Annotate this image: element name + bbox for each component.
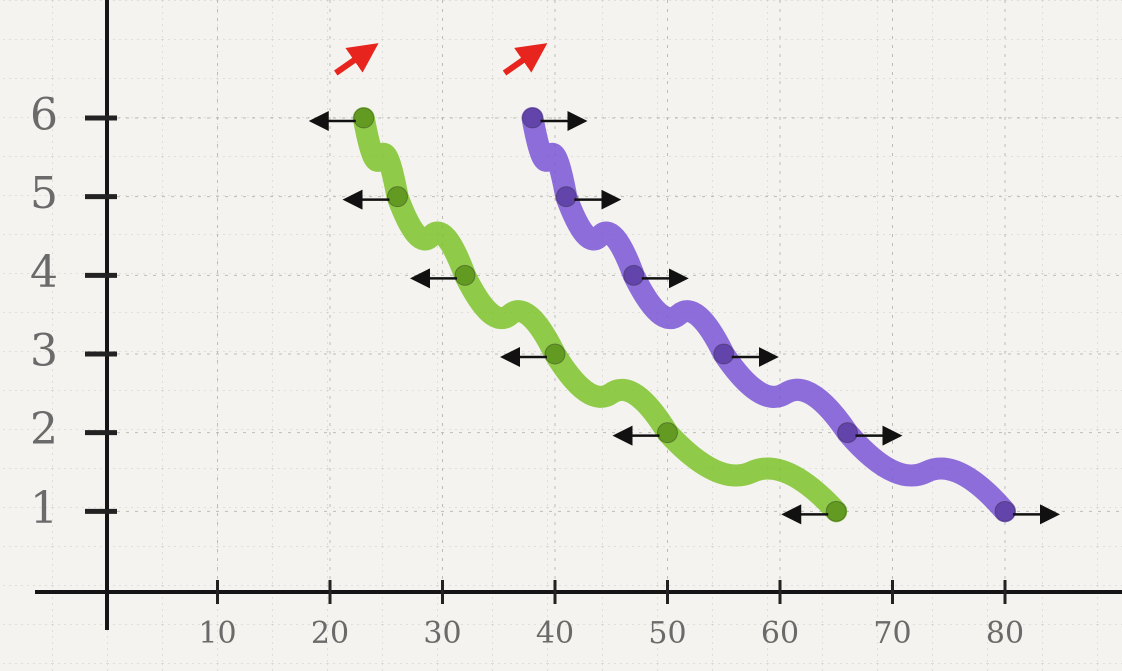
point bbox=[544, 343, 566, 365]
y-tick-label: 1 bbox=[30, 483, 58, 534]
point bbox=[713, 343, 735, 365]
x-tick-label: 30 bbox=[423, 616, 461, 651]
x-tick-label: 10 bbox=[198, 616, 236, 651]
point bbox=[353, 107, 375, 129]
point bbox=[837, 422, 858, 444]
x-tick-label: 40 bbox=[536, 616, 574, 651]
y-tick-label: 3 bbox=[30, 326, 58, 377]
y-tick-label: 4 bbox=[30, 247, 58, 298]
point bbox=[825, 500, 847, 522]
x-tick-label: 60 bbox=[761, 616, 799, 651]
red-arrow bbox=[502, 43, 548, 76]
x-tick-label: 80 bbox=[986, 616, 1024, 651]
point bbox=[994, 500, 1016, 522]
y-tick-label: 2 bbox=[30, 404, 58, 455]
x-tick-label: 20 bbox=[311, 616, 349, 651]
point bbox=[623, 264, 645, 286]
y-tick-label: 6 bbox=[30, 90, 58, 141]
x-tick-label: 70 bbox=[873, 616, 911, 651]
point bbox=[387, 186, 408, 208]
red-arrow bbox=[334, 43, 379, 76]
point bbox=[454, 264, 476, 286]
point bbox=[522, 107, 543, 129]
x-tick-label: 50 bbox=[648, 616, 686, 651]
point bbox=[657, 422, 678, 444]
point bbox=[555, 186, 577, 208]
y-tick-label: 5 bbox=[30, 168, 58, 219]
